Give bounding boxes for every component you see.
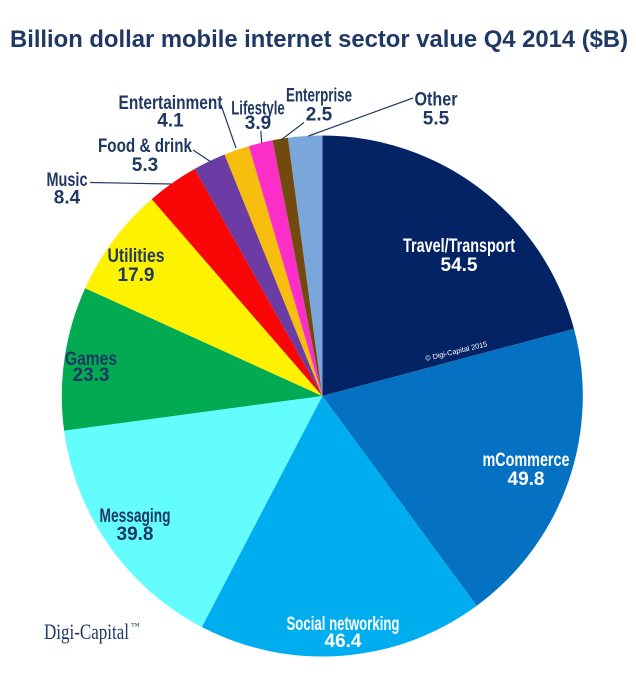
svg-text:46.4: 46.4: [325, 631, 362, 652]
svg-text:Enterprise: Enterprise: [286, 86, 352, 107]
svg-text:8.4: 8.4: [54, 188, 81, 209]
svg-text:Music: Music: [47, 170, 88, 191]
svg-text:5.5: 5.5: [423, 109, 450, 130]
svg-text:23.3: 23.3: [73, 365, 110, 386]
svg-text:54.5: 54.5: [441, 255, 478, 276]
svg-text:Digi-Capital: Digi-Capital: [44, 619, 129, 644]
svg-text:4.1: 4.1: [157, 111, 184, 132]
svg-text:2.5: 2.5: [306, 105, 333, 126]
svg-text:™: ™: [131, 621, 140, 631]
svg-text:5.3: 5.3: [132, 155, 158, 176]
svg-text:mCommerce: mCommerce: [483, 450, 570, 471]
svg-text:Messaging: Messaging: [100, 506, 171, 527]
svg-text:Other: Other: [415, 90, 459, 111]
svg-text:3.9: 3.9: [245, 113, 271, 134]
svg-text:49.8: 49.8: [508, 469, 545, 490]
svg-text:Billion dollar mobile internet: Billion dollar mobile internet sector va…: [10, 26, 628, 53]
svg-text:Social networking: Social networking: [287, 614, 400, 635]
svg-text:Food & drink: Food & drink: [98, 136, 192, 157]
svg-text:Games: Games: [65, 349, 117, 370]
svg-text:17.9: 17.9: [118, 265, 155, 286]
svg-text:Lifestyle: Lifestyle: [231, 99, 285, 120]
svg-text:Entertainment: Entertainment: [119, 93, 224, 114]
svg-text:39.8: 39.8: [117, 524, 154, 545]
svg-text:Utilities: Utilities: [108, 246, 165, 267]
svg-text:Travel/Transport: Travel/Transport: [403, 236, 516, 257]
